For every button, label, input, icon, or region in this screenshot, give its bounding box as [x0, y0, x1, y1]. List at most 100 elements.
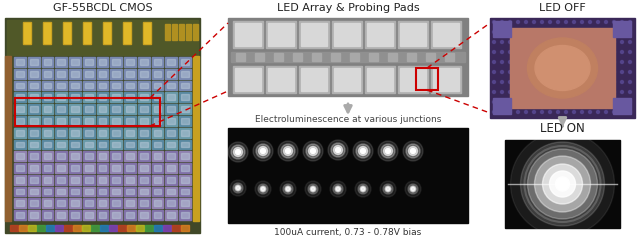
Bar	[97, 175, 108, 185]
Bar	[168, 165, 175, 171]
Bar	[126, 189, 134, 194]
Bar	[16, 82, 24, 88]
Bar	[138, 69, 150, 78]
Bar	[154, 153, 161, 159]
Bar	[398, 66, 428, 93]
Bar	[71, 118, 79, 124]
Bar	[312, 53, 321, 61]
Circle shape	[335, 148, 340, 152]
Bar	[14, 210, 26, 220]
Circle shape	[589, 100, 591, 103]
Circle shape	[310, 148, 316, 154]
Bar	[14, 69, 26, 78]
Bar	[16, 212, 24, 218]
Bar	[138, 104, 150, 114]
Bar	[113, 130, 120, 136]
Circle shape	[541, 30, 543, 34]
Bar	[179, 187, 191, 196]
Bar	[168, 212, 175, 218]
Circle shape	[285, 186, 291, 192]
Bar	[71, 106, 79, 112]
Bar	[97, 104, 108, 114]
Bar	[71, 200, 79, 206]
Bar	[44, 106, 51, 112]
Bar	[154, 165, 161, 171]
Circle shape	[573, 70, 575, 74]
Bar	[58, 212, 65, 218]
Bar	[44, 189, 51, 194]
Bar	[30, 94, 38, 100]
Circle shape	[509, 50, 511, 53]
Bar	[179, 151, 191, 161]
Bar	[110, 140, 122, 149]
Bar	[42, 69, 53, 78]
Bar	[85, 82, 93, 88]
Circle shape	[541, 110, 543, 114]
Bar	[28, 80, 40, 90]
Circle shape	[310, 186, 316, 192]
Bar	[71, 59, 79, 65]
Circle shape	[548, 30, 552, 34]
Circle shape	[500, 110, 504, 114]
Circle shape	[621, 80, 623, 84]
Bar	[126, 94, 134, 100]
Bar	[69, 69, 81, 78]
Bar	[613, 98, 631, 114]
Bar	[140, 94, 148, 100]
Bar	[181, 82, 189, 88]
Bar	[126, 106, 134, 112]
Circle shape	[516, 40, 520, 43]
Circle shape	[605, 70, 607, 74]
Bar	[58, 189, 65, 194]
Bar	[99, 118, 106, 124]
Bar	[124, 210, 136, 220]
Circle shape	[230, 180, 246, 196]
Bar	[400, 23, 426, 46]
Bar	[23, 22, 31, 44]
Bar	[350, 53, 359, 61]
Circle shape	[589, 90, 591, 94]
Bar	[113, 200, 120, 206]
Circle shape	[596, 100, 600, 103]
Circle shape	[408, 146, 417, 156]
Bar	[400, 68, 426, 91]
Bar	[166, 57, 177, 67]
Bar	[58, 82, 65, 88]
Bar	[126, 153, 134, 159]
Bar	[30, 130, 38, 136]
Bar	[332, 66, 362, 93]
Circle shape	[380, 181, 396, 197]
Bar	[58, 142, 65, 147]
Circle shape	[328, 140, 348, 160]
Bar	[103, 22, 111, 44]
Bar	[100, 225, 108, 231]
Bar	[124, 175, 136, 185]
Circle shape	[564, 80, 568, 84]
Bar	[367, 23, 393, 46]
Bar	[14, 163, 26, 173]
Circle shape	[403, 141, 423, 161]
Text: 100uA current, 0.73 - 0.78V bias: 100uA current, 0.73 - 0.78V bias	[275, 228, 422, 237]
Bar	[28, 92, 40, 102]
Bar	[268, 68, 294, 91]
Bar	[28, 225, 36, 231]
Bar	[28, 151, 40, 161]
Circle shape	[548, 70, 552, 74]
Circle shape	[589, 40, 591, 43]
Bar	[433, 68, 459, 91]
Bar	[16, 71, 24, 76]
Bar	[181, 71, 189, 76]
Bar	[69, 151, 81, 161]
Bar	[138, 163, 150, 173]
Bar	[152, 198, 163, 208]
Bar	[154, 94, 161, 100]
Circle shape	[573, 80, 575, 84]
Text: Electroluminescence at various junctions: Electroluminescence at various junctions	[255, 115, 441, 124]
Bar	[274, 53, 283, 61]
Bar	[138, 128, 150, 138]
Bar	[63, 22, 71, 44]
Circle shape	[532, 80, 536, 84]
Bar	[55, 128, 67, 138]
Bar	[140, 177, 148, 183]
Bar	[138, 57, 150, 67]
